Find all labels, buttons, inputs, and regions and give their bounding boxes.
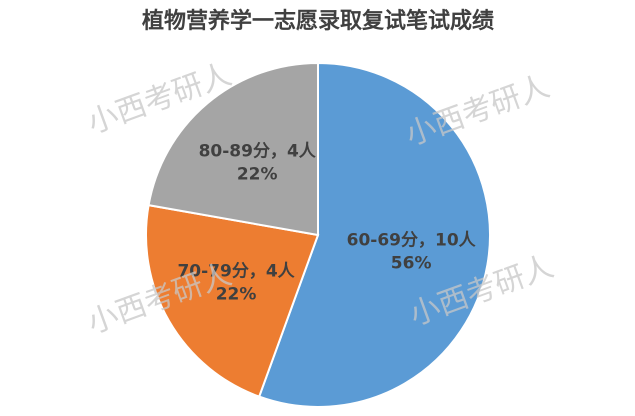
data-label: 80-89分，4人 bbox=[199, 142, 317, 162]
chart-title: 植物营养学一志愿录取复试笔试成绩 bbox=[142, 8, 494, 34]
data-label: 60-69分，10人 bbox=[347, 230, 477, 250]
labels: 60-69分，10人 56% 70-79分，4人 22% 80-89分，4人 22% bbox=[177, 142, 476, 305]
data-label: 70-79分，4人 bbox=[177, 261, 295, 281]
slice bbox=[145, 203, 320, 398]
percent-label: 22% bbox=[216, 284, 257, 304]
percent-label: 56% bbox=[391, 253, 432, 273]
slice bbox=[257, 61, 491, 408]
percent-label: 22% bbox=[237, 165, 278, 185]
pie bbox=[145, 61, 491, 408]
slice bbox=[147, 61, 319, 237]
